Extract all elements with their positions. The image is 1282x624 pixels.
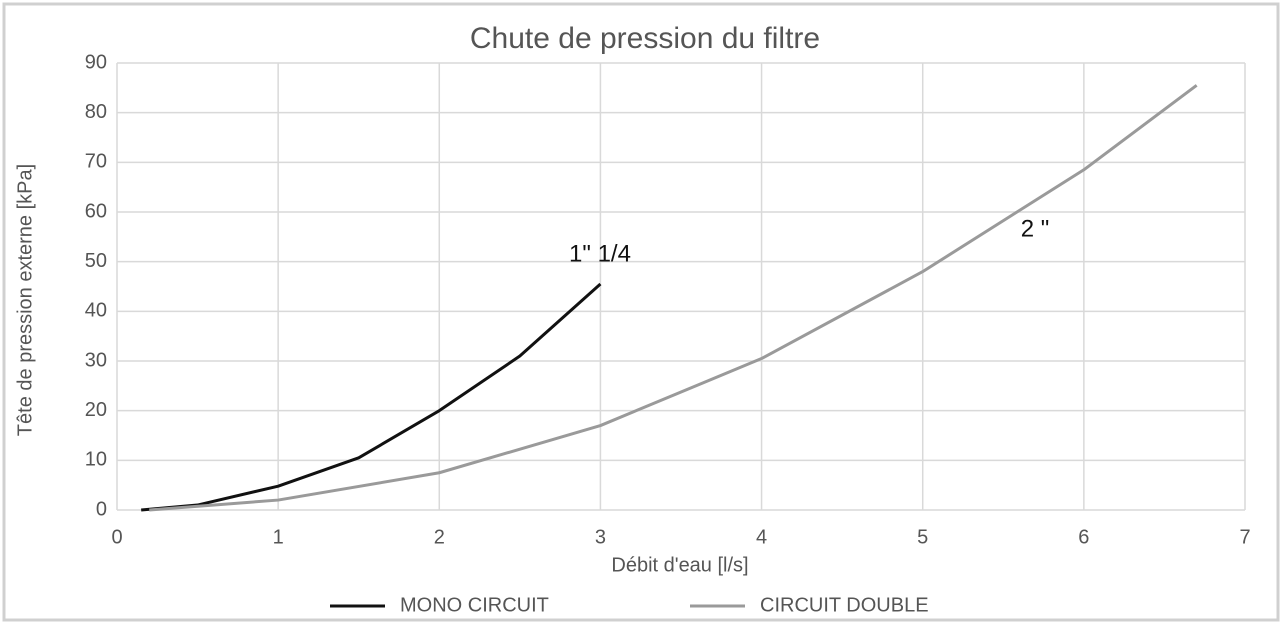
annotation: 1" 1/4 [569, 240, 631, 267]
y-tick-label: 60 [85, 200, 107, 222]
legend-label: MONO CIRCUIT [400, 594, 549, 616]
x-tick-label: 2 [434, 526, 445, 548]
y-tick-label: 0 [96, 498, 107, 520]
x-tick-label: 1 [273, 526, 284, 548]
y-tick-label: 80 [85, 101, 107, 123]
x-tick-label: 7 [1239, 526, 1250, 548]
chart-title: Chute de pression du filtre [470, 22, 820, 55]
annotation: 2 " [1021, 215, 1050, 242]
y-tick-label: 40 [85, 300, 107, 322]
x-tick-label: 0 [111, 526, 122, 548]
y-tick-label: 30 [85, 349, 107, 371]
x-tick-label: 6 [1078, 526, 1089, 548]
y-tick-label: 50 [85, 250, 107, 272]
x-tick-label: 3 [595, 526, 606, 548]
x-tick-label: 5 [917, 526, 928, 548]
y-tick-label: 10 [85, 449, 107, 471]
x-tick-label: 4 [756, 526, 767, 548]
legend-label: CIRCUIT DOUBLE [760, 594, 929, 616]
series-line [149, 84, 1198, 512]
x-axis-label: Débit d'eau [l/s] [611, 554, 748, 576]
y-tick-label: 70 [85, 151, 107, 173]
y-axis-label: Tête de pression externe [kPa] [14, 164, 36, 436]
y-tick-label: 90 [85, 51, 107, 73]
y-tick-label: 20 [85, 399, 107, 421]
